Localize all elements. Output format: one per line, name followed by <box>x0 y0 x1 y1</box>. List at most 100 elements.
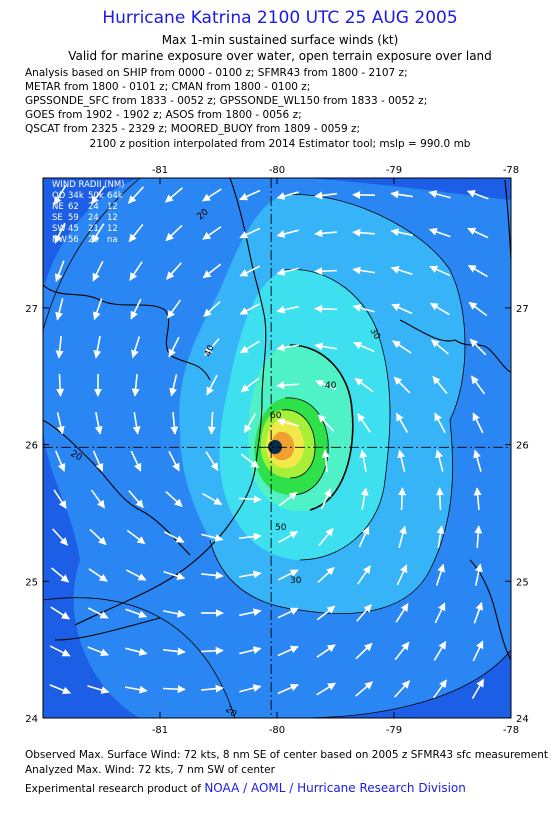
wind-arrow <box>432 679 448 699</box>
wind-arrow <box>239 608 262 617</box>
wind-arrow <box>352 228 376 237</box>
wind-arrow <box>239 227 261 239</box>
wind-arrow <box>92 450 104 472</box>
wind-arrow <box>352 304 375 313</box>
lat-tick-label-left: 25 <box>25 577 38 588</box>
wind-arrow <box>360 487 369 510</box>
contour-label: 50 <box>275 523 287 533</box>
wind-radii-cell: 24 <box>88 213 99 223</box>
wind-arrow <box>316 605 336 621</box>
wind-arrow <box>53 185 67 206</box>
wind-arrow <box>88 568 108 582</box>
wind-arrow <box>163 609 186 618</box>
wind-arrow <box>395 412 409 433</box>
contour-label: 20 <box>223 705 238 720</box>
wind-arrow <box>165 187 183 203</box>
wind-arrow <box>203 300 221 318</box>
wind-arrow <box>202 492 223 506</box>
wind-radii-header-cell: QD <box>52 191 66 201</box>
wind-arrow <box>398 487 407 511</box>
wind-radii-cell: 21 <box>88 224 99 234</box>
lon-tick-label-bottom: -81 <box>152 725 168 735</box>
wind-arrow <box>435 487 444 511</box>
wind-arrow <box>205 451 219 471</box>
wind-arrow <box>473 601 484 624</box>
map-subtitle: Max 1-min sustained surface winds (kt) <box>161 33 399 47</box>
wind-arrow <box>50 606 70 620</box>
lat-tick-label-left: 26 <box>25 441 38 452</box>
wind-arrow <box>314 342 337 351</box>
wind-arrow <box>168 336 180 358</box>
wind-speed-field: 20 30 40 60 50 30 40 20 20 WIND RADII (N… <box>43 178 511 720</box>
wind-arrow <box>201 533 224 542</box>
position-note: 2100 z position interpolated from 2014 E… <box>89 138 471 150</box>
wind-arrow <box>125 569 147 581</box>
wind-arrow <box>276 381 300 390</box>
wind-arrow <box>429 265 451 277</box>
credit-prefix: Experimental research product of <box>25 783 201 795</box>
wind-arrow <box>166 262 182 280</box>
lon-tick-label-bottom: -79 <box>386 725 402 735</box>
lat-tick-label-right: 25 <box>516 577 529 588</box>
wind-arrow <box>89 528 107 546</box>
wind-radii-cell: 24 <box>88 202 99 212</box>
observed-max-wind: Observed Max. Surface Wind: 72 kts, 8 nm… <box>25 749 548 761</box>
wind-arrow <box>277 683 299 695</box>
wind-field-map: 20 30 40 60 50 30 40 20 20 WIND RADII (N… <box>25 165 528 735</box>
wind-radii-header-cell: 34k <box>68 191 84 201</box>
wind-arrow <box>314 191 338 200</box>
wind-arrow <box>276 343 299 352</box>
wind-arrow <box>131 373 140 397</box>
wind-arrow <box>357 565 371 585</box>
wind-radii-cell: 12 <box>107 213 118 223</box>
lon-tick-label-bottom: -80 <box>269 725 285 735</box>
wind-radii-header-cell: 64k <box>107 191 123 201</box>
wind-arrow <box>429 302 450 316</box>
wind-arrow <box>434 412 446 434</box>
wind-arrow <box>473 487 482 511</box>
wind-arrow <box>91 223 105 244</box>
wind-arrow <box>239 570 262 579</box>
wind-arrow <box>53 489 67 509</box>
wind-arrow <box>277 607 299 619</box>
wind-arrow <box>474 525 483 549</box>
wind-arrow <box>165 224 183 242</box>
contour-label: 40 <box>203 344 216 358</box>
lat-tick-label-right: 27 <box>516 304 529 315</box>
wind-arrow <box>355 681 373 697</box>
wind-arrow <box>87 607 109 619</box>
wind-arrow <box>390 190 414 199</box>
wind-arrow <box>435 563 445 586</box>
wind-arrow <box>200 684 224 693</box>
wind-radii-box: WIND RADII (NM) QD 34k 50k 64k NE 62 24 12 SE 59 2… <box>52 180 124 245</box>
wind-arrow <box>277 645 299 657</box>
wind-arrow <box>393 376 411 394</box>
wind-arrow <box>54 450 66 472</box>
wind-arrow <box>391 303 413 315</box>
wind-arrow <box>436 525 445 548</box>
wind-radii-cell: 56 <box>68 235 79 245</box>
lat-tick-label-left: 24 <box>25 714 38 725</box>
wind-arrow <box>321 449 330 473</box>
wind-arrow <box>87 646 110 657</box>
wind-arrow <box>469 338 487 356</box>
wind-arrow <box>314 304 338 313</box>
wind-radii-cell: 59 <box>68 213 79 223</box>
wind-arrow <box>127 186 145 204</box>
analyzed-max-wind: Analyzed Max. Wind: 72 kts, 7 nm SW of c… <box>25 764 275 776</box>
wind-arrow <box>355 642 373 660</box>
wind-arrow <box>239 189 261 201</box>
wind-arrow <box>239 340 260 354</box>
wind-arrow <box>129 261 143 281</box>
wind-radii-cell: NE <box>52 202 64 212</box>
wind-arrow <box>130 298 142 320</box>
wind-arrow <box>240 453 260 469</box>
wind-arrow <box>358 526 370 548</box>
wind-arrow <box>200 571 224 580</box>
wind-arrow <box>316 682 336 696</box>
wind-radii-cell: na <box>107 235 118 245</box>
wind-arrow <box>394 680 410 698</box>
wind-arrow <box>130 450 142 472</box>
wind-arrow <box>428 190 451 199</box>
